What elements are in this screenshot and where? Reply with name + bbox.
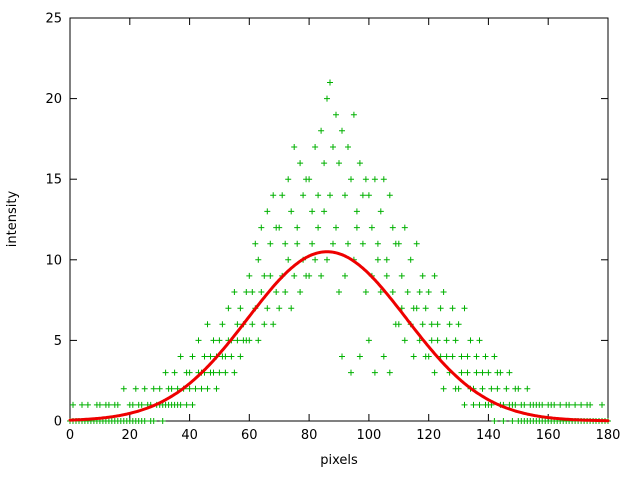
y-tick-label: 10 bbox=[45, 253, 62, 268]
x-tick-label: 100 bbox=[356, 428, 381, 443]
y-tick-label: 20 bbox=[45, 92, 62, 107]
y-tick-label: 0 bbox=[54, 415, 62, 430]
x-axis-label: pixels bbox=[320, 453, 358, 468]
x-tick-label: 60 bbox=[241, 428, 258, 443]
x-tick-label: 40 bbox=[181, 428, 198, 443]
y-tick-label: 25 bbox=[45, 12, 62, 27]
plot-border bbox=[69, 17, 609, 422]
x-tick-label: 160 bbox=[536, 428, 561, 443]
x-tick-label: 140 bbox=[476, 428, 501, 443]
axes-ticks: 0 20 40 60 80 100 120 140 160 180 0 5 10 15 20 25 bbox=[45, 12, 620, 444]
y-tick-label: 15 bbox=[45, 173, 62, 188]
x-tick-label: 120 bbox=[416, 428, 441, 443]
x-tick-label: 180 bbox=[596, 428, 621, 443]
x-tick-label: 0 bbox=[66, 428, 74, 443]
gaussian-fit-curve bbox=[68, 250, 610, 423]
data-points-series bbox=[67, 79, 611, 424]
x-tick-label: 80 bbox=[301, 428, 318, 443]
y-tick-label: 5 bbox=[54, 334, 62, 349]
y-axis-label: intensity bbox=[5, 191, 20, 248]
x-tick-label: 20 bbox=[122, 428, 139, 443]
